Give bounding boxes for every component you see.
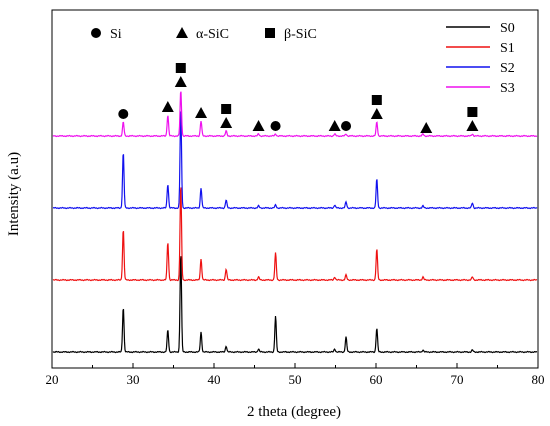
x-tick-label: 20 <box>46 372 59 387</box>
y-axis-label: Intensity (a.u) <box>6 152 22 236</box>
triangle-annotation <box>174 76 187 87</box>
phase-legend-label: β-SiC <box>284 27 317 42</box>
x-axis-ticks: 20 30 40 50 60 70 80 <box>46 363 545 387</box>
legend-label-S0: S0 <box>500 21 515 36</box>
triangle-legend-marker <box>176 27 188 38</box>
legend-label-S1: S1 <box>500 41 515 56</box>
x-tick-label: 70 <box>451 372 464 387</box>
x-tick-label: 40 <box>208 372 221 387</box>
series-line-S1 <box>52 187 538 282</box>
series-line-S0 <box>52 256 538 354</box>
triangle-annotation <box>220 117 233 128</box>
x-tick-label: 60 <box>370 372 383 387</box>
square-annotation <box>175 63 186 73</box>
circle-legend-marker <box>91 28 101 38</box>
triangle-annotation <box>466 120 479 131</box>
phase-legend-label: Si <box>110 27 122 42</box>
legend-label-S2: S2 <box>500 61 515 76</box>
triangle-annotation <box>252 120 265 131</box>
x-tick-label: 30 <box>127 372 140 387</box>
square-annotation <box>467 107 478 117</box>
square-annotation <box>221 104 232 114</box>
triangle-annotation <box>328 120 341 131</box>
triangle-annotation <box>370 108 383 119</box>
phase-legend: Si α-SiC β-SiC <box>91 27 317 42</box>
circle-annotation <box>341 121 352 131</box>
triangle-annotation <box>420 122 433 133</box>
series-legend: S0 S1 S2 S3 <box>446 21 515 96</box>
phase-legend-label: α-SiC <box>196 27 229 42</box>
square-legend-marker <box>265 28 275 38</box>
series-line-S3 <box>52 91 538 138</box>
x-tick-label: 80 <box>532 372 545 387</box>
series-line-S2 <box>52 111 538 210</box>
phase-annotations <box>118 63 479 133</box>
triangle-annotation <box>161 101 174 112</box>
x-tick-label: 50 <box>289 372 302 387</box>
circle-annotation <box>118 109 129 119</box>
legend-label-S3: S3 <box>500 81 515 96</box>
circle-annotation <box>270 121 281 131</box>
triangle-annotation <box>195 107 208 118</box>
series-traces <box>52 91 538 354</box>
square-annotation <box>371 95 382 105</box>
x-axis-label: 2 theta (degree) <box>247 404 341 420</box>
